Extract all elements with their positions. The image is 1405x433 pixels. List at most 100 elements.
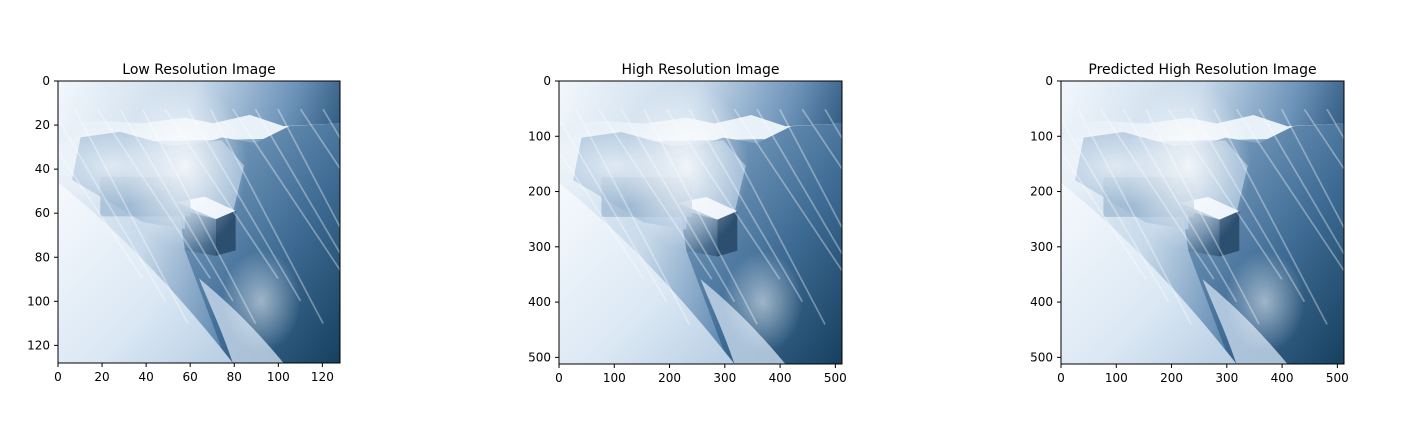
x-tick-label: 500 bbox=[1326, 371, 1349, 385]
snow-mist bbox=[624, 81, 749, 251]
snow-streak bbox=[620, 108, 736, 303]
x-tick-label: 100 bbox=[603, 371, 626, 385]
snow-mist bbox=[1061, 126, 1189, 206]
image-content bbox=[58, 81, 340, 363]
snow-mist bbox=[221, 250, 301, 352]
snow-streak bbox=[119, 108, 234, 302]
snow-streak bbox=[665, 108, 781, 280]
subplot-3: Predicted High Resolution Image 0 100 200 30… bbox=[1030, 62, 1349, 385]
y-tick-label: 100 bbox=[1030, 129, 1053, 143]
snow-slope bbox=[58, 182, 233, 363]
snow-streak bbox=[1213, 108, 1328, 325]
snow-streak bbox=[688, 108, 804, 303]
y-tick-label: 60 bbox=[35, 206, 50, 220]
snow-mist bbox=[1225, 250, 1305, 353]
snow-streak bbox=[756, 108, 842, 256]
x-tick-label: 300 bbox=[713, 371, 736, 385]
snow-streak bbox=[58, 149, 144, 279]
snow-streak bbox=[1099, 108, 1215, 280]
snow-streak bbox=[559, 150, 645, 280]
image-area bbox=[559, 81, 842, 364]
snow-streak bbox=[96, 108, 211, 279]
snow-streak bbox=[559, 117, 668, 303]
snow-streak bbox=[1061, 150, 1147, 280]
snow-slope bbox=[1061, 182, 1237, 364]
snow-streak bbox=[778, 108, 842, 230]
x-tick-label: 100 bbox=[267, 370, 290, 384]
snow-streak bbox=[209, 108, 324, 324]
snow-streak bbox=[232, 108, 340, 272]
snow-streak bbox=[1303, 108, 1344, 171]
axes-frame bbox=[558, 80, 843, 365]
y-tick-label: 0 bbox=[1045, 74, 1053, 88]
x-tick-label: 500 bbox=[824, 371, 847, 385]
y-tick-label: 120 bbox=[27, 338, 50, 352]
y-tick-label: 500 bbox=[1030, 350, 1053, 364]
snow-streak bbox=[1235, 108, 1344, 273]
x-tick-label: 400 bbox=[769, 371, 792, 385]
y-tick-label: 300 bbox=[1030, 240, 1053, 254]
y-tick-label: 100 bbox=[27, 294, 50, 308]
image-content bbox=[1061, 81, 1344, 364]
snow-mist bbox=[559, 126, 687, 206]
snow-streak bbox=[277, 108, 340, 229]
snow-streak bbox=[733, 108, 842, 273]
snow-streak bbox=[1145, 108, 1260, 325]
snow-streak bbox=[643, 108, 758, 325]
snow-mist bbox=[723, 250, 803, 353]
snow-streak bbox=[711, 108, 826, 325]
y-tick-label: 300 bbox=[528, 240, 551, 254]
x-tick-label: 0 bbox=[54, 370, 62, 384]
snow-streak bbox=[164, 108, 279, 279]
snow-streak bbox=[186, 108, 302, 302]
snow-streak bbox=[58, 117, 166, 302]
x-tick-label: 400 bbox=[1271, 371, 1294, 385]
snow-streak bbox=[1258, 108, 1344, 256]
subplot-title: Low Resolution Image bbox=[122, 62, 275, 78]
x-tick-label: 200 bbox=[1160, 371, 1183, 385]
image-content bbox=[559, 81, 842, 364]
y-tick-label: 40 bbox=[35, 162, 50, 176]
snow-streak bbox=[575, 108, 690, 325]
x-tick-label: 200 bbox=[658, 371, 681, 385]
x-tick-label: 80 bbox=[227, 370, 242, 384]
subplot-2: High Resolution Image 0 100 200 300 400 500 0 10… bbox=[528, 62, 847, 385]
snow-streak bbox=[74, 108, 189, 324]
image-area bbox=[1061, 81, 1344, 364]
subplot-title: Predicted High Resolution Image bbox=[1088, 62, 1316, 78]
y-tick-label: 0 bbox=[42, 74, 50, 88]
subplot-1: Low Resolution Image 0 20 40 60 80 100 120 0 20 40… bbox=[27, 62, 341, 384]
x-tick-label: 0 bbox=[555, 371, 563, 385]
snow-streak bbox=[254, 108, 340, 255]
snow-streak bbox=[299, 108, 340, 170]
snow-mist bbox=[58, 126, 185, 206]
snow-streak bbox=[597, 108, 713, 280]
y-tick-label: 400 bbox=[528, 295, 551, 309]
snow-streak bbox=[1122, 108, 1238, 303]
x-tick-label: 300 bbox=[1215, 371, 1238, 385]
snow-streak bbox=[1280, 108, 1344, 230]
y-tick-label: 0 bbox=[543, 74, 551, 88]
snow-streak bbox=[801, 108, 842, 171]
snow-slope bbox=[559, 182, 735, 364]
x-tick-label: 20 bbox=[94, 370, 109, 384]
x-tick-label: 100 bbox=[1105, 371, 1128, 385]
x-tick-label: 40 bbox=[138, 370, 153, 384]
snow-streak bbox=[1077, 108, 1192, 325]
snow-streak bbox=[1190, 108, 1306, 303]
x-tick-label: 120 bbox=[311, 370, 334, 384]
y-tick-label: 500 bbox=[528, 350, 551, 364]
y-tick-label: 400 bbox=[1030, 295, 1053, 309]
y-tick-label: 200 bbox=[1030, 185, 1053, 199]
image-area bbox=[58, 81, 340, 363]
snow-streak bbox=[1167, 108, 1283, 280]
x-tick-label: 0 bbox=[1057, 371, 1065, 385]
axes-frame bbox=[57, 80, 341, 364]
subplot-title: High Resolution Image bbox=[621, 62, 779, 78]
y-tick-label: 80 bbox=[35, 250, 50, 264]
snow-streak bbox=[141, 108, 257, 324]
y-tick-label: 20 bbox=[35, 118, 50, 132]
axes-frame bbox=[1060, 80, 1345, 365]
y-tick-label: 100 bbox=[528, 129, 551, 143]
